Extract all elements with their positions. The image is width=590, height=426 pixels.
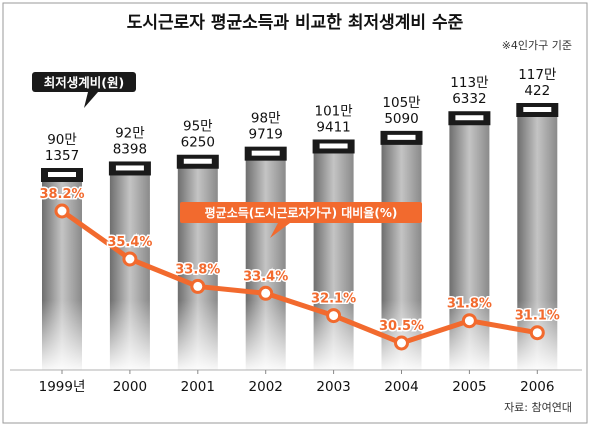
ratio-label: 32.1% <box>311 292 356 307</box>
bar-value-label: 6250 <box>181 135 215 151</box>
ratio-label: 30.5% <box>379 319 424 334</box>
chart-title: 도시근로자 평균소득과 비교한 최저생계비 수준 <box>127 13 464 33</box>
x-tick-label: 2003 <box>316 379 350 395</box>
bar-cap-highlight <box>387 134 416 140</box>
ratio-label: 31.1% <box>515 309 560 324</box>
bar-value-label: 1357 <box>45 148 79 164</box>
bar-cap-highlight <box>115 165 144 171</box>
bar-cap-highlight <box>183 158 212 164</box>
source-note: 자료: 참여연대 <box>504 401 572 414</box>
bar-value-label: 6332 <box>452 91 486 107</box>
bar-value-label: 98만 <box>251 111 281 127</box>
ratio-label: 38.2% <box>39 187 84 202</box>
x-tick-label: 2004 <box>384 379 418 395</box>
ratio-point <box>122 251 138 267</box>
ratio-point <box>394 335 409 351</box>
ratio-point <box>190 278 206 294</box>
ratio-label: 35.4% <box>107 235 152 250</box>
bar-legend-box <box>32 72 136 92</box>
ratio-line <box>59 208 540 346</box>
ratio-label: 33.8% <box>175 262 220 277</box>
x-tick-label: 2000 <box>113 379 147 395</box>
bar-value-label: 422 <box>524 83 550 99</box>
bar-value-label: 8398 <box>113 141 147 157</box>
x-axis: 1999년 2000 2001 2002 2003 2004 2005 2006 <box>10 369 582 395</box>
ratio-point <box>529 325 545 341</box>
bar-value-label: 113만 <box>450 75 488 91</box>
bar-cap-highlight <box>48 172 76 177</box>
bar-value-label: 92만 <box>115 125 145 141</box>
bar-cap-highlight <box>319 143 348 149</box>
bar-value-label: 117만 <box>518 67 556 83</box>
bar-value-label: 95만 <box>183 119 213 135</box>
bar-cap-highlight <box>523 107 552 112</box>
bar-legend-label: 최저생계비(원) <box>44 75 124 90</box>
ratio-label: 33.4% <box>243 269 288 284</box>
bar-legend: 최저생계비(원) <box>32 72 136 108</box>
x-tick-label: 2005 <box>452 379 486 395</box>
bar-cap-highlight <box>251 150 280 156</box>
bar-fade <box>10 300 582 370</box>
line-legend-box <box>180 202 422 223</box>
bar-value-label: 105만 <box>382 95 420 111</box>
ratio-point <box>326 308 342 324</box>
ratio-point <box>54 203 70 219</box>
x-tick-label: 1999년 <box>39 379 86 395</box>
line-series: 38.2% 35.4% 33.8% 33.4% 32.1% 30.5% 31.8% 31.1% <box>38 186 561 351</box>
bar-value-label: 9411 <box>316 119 350 135</box>
ratio-point <box>461 313 477 329</box>
ratio-point <box>258 285 274 301</box>
x-tick-label: 2002 <box>249 379 283 395</box>
x-tick-label: 2001 <box>181 379 215 395</box>
line-legend: 평균소득(도시근로자가구) 대비율(%) <box>180 202 422 238</box>
line-legend-pointer <box>270 223 290 238</box>
line-legend-label: 평균소득(도시근로자가구) 대비율(%) <box>205 205 398 220</box>
bar-value-label: 101만 <box>315 103 353 119</box>
chart-subtitle: ※4인가구 기준 <box>502 39 572 52</box>
x-tick-label: 2006 <box>520 379 554 395</box>
bar-legend-pointer <box>84 92 98 108</box>
ratio-label: 31.8% <box>447 297 492 312</box>
bar-value-label: 9719 <box>249 127 283 143</box>
bar-value-label: 5090 <box>384 111 418 127</box>
bar-cap-highlight <box>455 115 484 121</box>
bar-value-label: 90만 <box>47 132 77 148</box>
